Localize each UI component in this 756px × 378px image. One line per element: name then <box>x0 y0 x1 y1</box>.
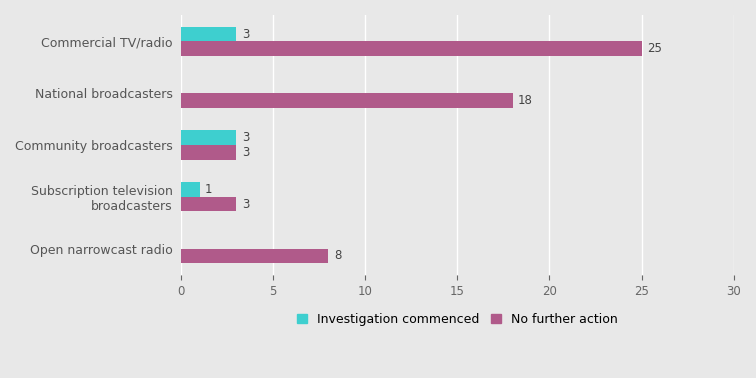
Bar <box>181 27 237 41</box>
Text: 18: 18 <box>518 94 533 107</box>
Bar <box>181 93 513 108</box>
Text: 3: 3 <box>242 28 249 40</box>
Bar <box>181 130 237 145</box>
Text: 3: 3 <box>242 198 249 211</box>
Text: 3: 3 <box>242 131 249 144</box>
Text: 25: 25 <box>647 42 662 55</box>
Bar <box>181 197 237 211</box>
Bar <box>181 249 328 263</box>
Bar <box>181 182 200 197</box>
Text: 3: 3 <box>242 146 249 159</box>
Text: 8: 8 <box>334 249 341 262</box>
Legend: Investigation commenced, No further action: Investigation commenced, No further acti… <box>296 313 618 326</box>
Text: 1: 1 <box>205 183 212 196</box>
Bar <box>181 41 642 56</box>
Bar <box>181 145 237 160</box>
